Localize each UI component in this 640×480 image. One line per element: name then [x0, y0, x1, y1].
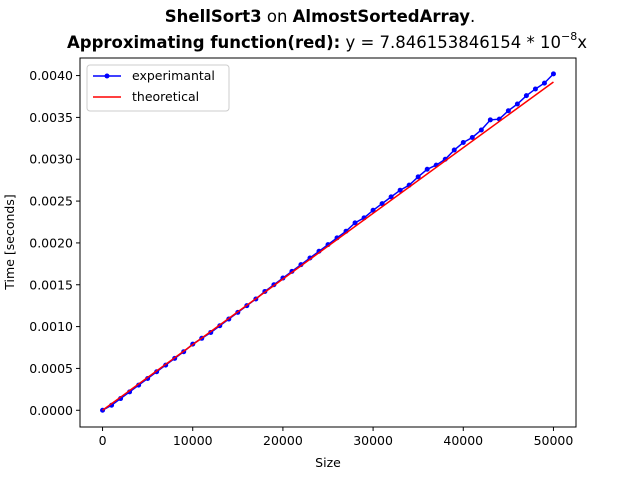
y-tick-label: 0.0030: [29, 152, 73, 167]
title-exponent: −8: [561, 30, 577, 43]
title-formula: y = 7.846153846154 * 10: [340, 33, 561, 52]
y-tick-label: 0.0025: [29, 194, 73, 209]
y-axis: 0.0000 0.0005 0.0010 0.0015 0.0020 0.0025 0.00…: [29, 68, 80, 418]
y-axis-label: Time [seconds]: [2, 194, 17, 290]
data-point: [469, 134, 475, 140]
title-array: AlmostSortedArray: [293, 7, 471, 26]
data-point: [478, 127, 484, 133]
title-on: on: [262, 7, 293, 26]
title-suffix: x: [577, 33, 587, 52]
data-point: [397, 187, 403, 193]
data-point: [424, 166, 430, 172]
y-tick-label: 0.0000: [29, 403, 73, 418]
legend-label-experimental: experimantal: [132, 68, 215, 83]
data-point: [514, 101, 520, 107]
y-tick-label: 0.0015: [29, 277, 73, 292]
x-tick-label: 10000: [173, 433, 213, 448]
legend-marker-experimental-dot: [104, 73, 110, 79]
data-point: [352, 220, 358, 226]
y-tick-label: 0.0040: [29, 68, 73, 83]
legend-label-theoretical: theoretical: [132, 89, 199, 104]
data-point: [451, 147, 457, 153]
data-point: [487, 117, 493, 123]
series-layer: [100, 71, 556, 413]
x-tick-label: 20000: [263, 433, 303, 448]
title-dot: .: [470, 7, 475, 26]
y-tick-label: 0.0035: [29, 110, 73, 125]
data-point: [460, 140, 466, 146]
data-point: [505, 108, 511, 114]
title-approx-label: Approximating function(red):: [67, 33, 340, 52]
series-line-theoretical: [102, 81, 554, 411]
x-axis: 0 10000 20000 30000 40000 50000: [99, 427, 574, 448]
data-point: [532, 86, 538, 92]
chart-title-line2: Approximating function(red): y = 7.84615…: [67, 30, 587, 52]
x-axis-label: Size: [315, 455, 341, 470]
x-tick-label: 0: [99, 433, 107, 448]
data-point: [541, 80, 547, 86]
y-tick-label: 0.0020: [29, 235, 73, 250]
legend-box: [86, 64, 230, 112]
legend: experimantal theoretical: [86, 64, 230, 112]
x-tick-label: 30000: [353, 433, 393, 448]
chart-title-line1: ShellSort3 on AlmostSortedArray.: [165, 7, 476, 26]
data-point: [550, 71, 556, 77]
x-tick-label: 40000: [443, 433, 483, 448]
data-point: [523, 93, 529, 99]
series-line-experimantal: [102, 73, 554, 411]
y-tick-label: 0.0010: [29, 319, 73, 334]
data-point: [388, 194, 394, 200]
x-tick-label: 50000: [534, 433, 574, 448]
title-algo: ShellSort3: [165, 7, 262, 26]
data-point: [415, 174, 421, 180]
y-tick-label: 0.0005: [29, 361, 73, 376]
data-point: [379, 201, 385, 207]
